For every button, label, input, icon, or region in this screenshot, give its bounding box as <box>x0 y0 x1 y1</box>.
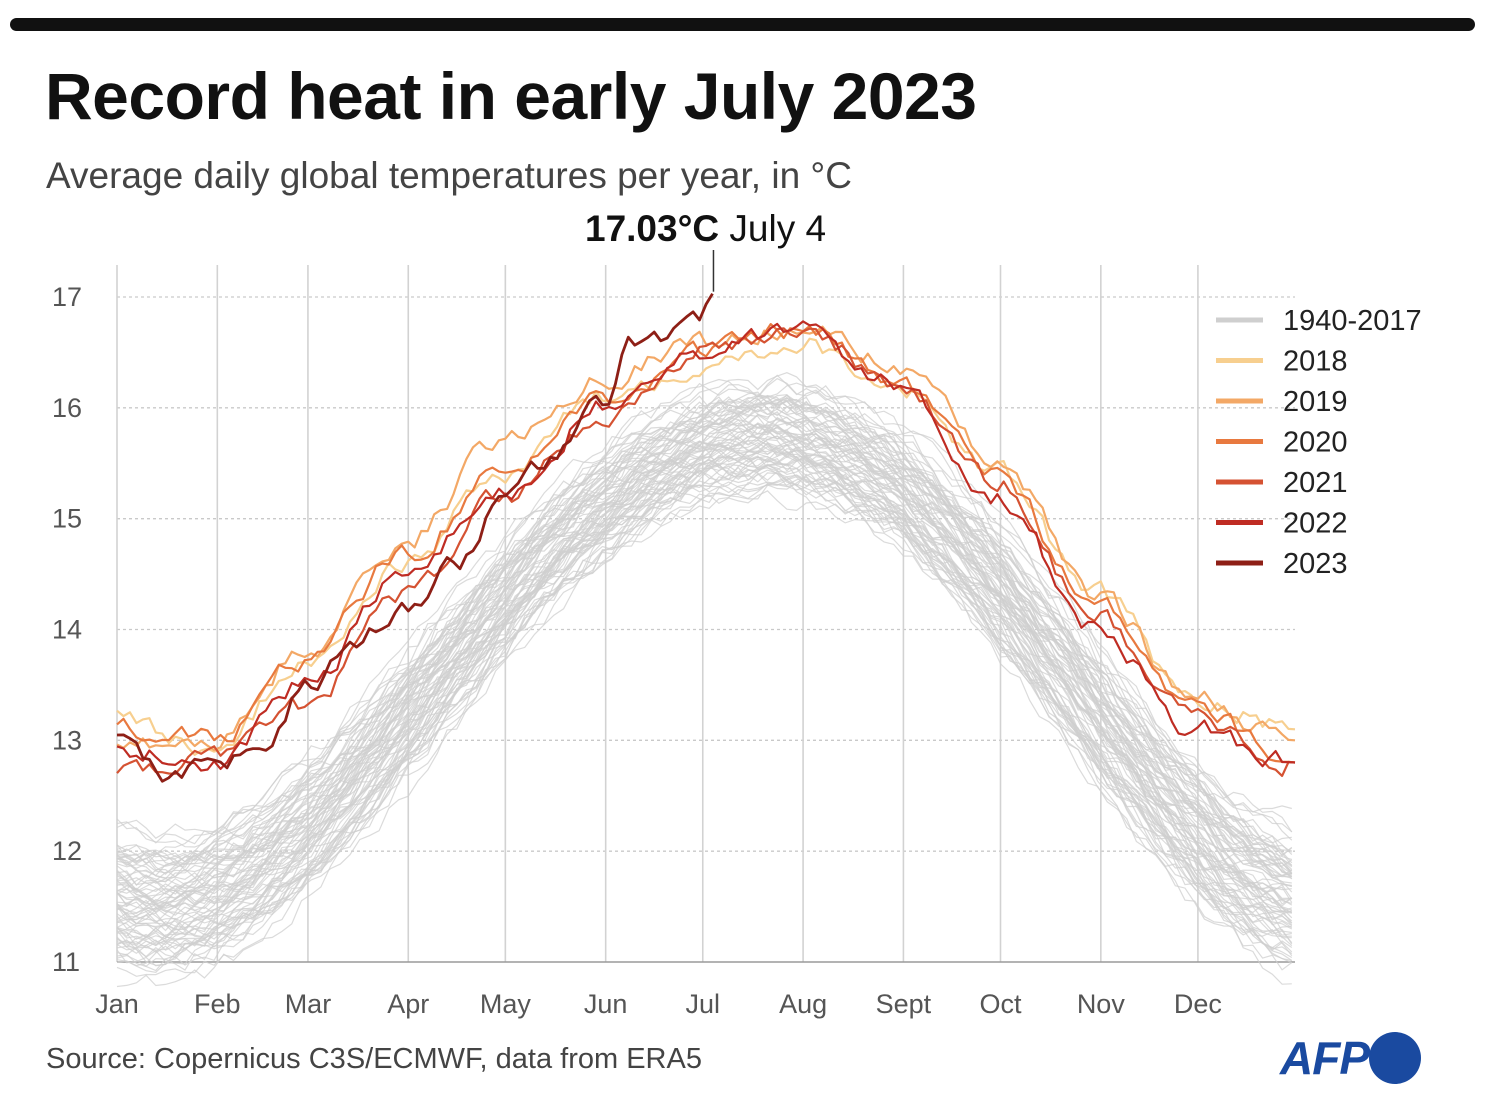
series-2021-line <box>116 327 1296 778</box>
legend-label-2021: 2021 <box>1283 467 1348 499</box>
y-tick-label: 17 <box>52 282 82 312</box>
peak-annotation-value: 17.03°C <box>585 208 720 249</box>
series-1940-2017-line <box>116 469 1293 973</box>
x-tick-label: Jan <box>95 989 139 1019</box>
series-1940-2017-line <box>116 399 1293 877</box>
legend-label-2020: 2020 <box>1283 427 1348 459</box>
x-tick-label: May <box>480 989 532 1019</box>
series-1940-2017-line <box>116 423 1293 909</box>
series-1940-2017-line <box>116 378 1293 841</box>
afp-logo-dot <box>1369 1032 1421 1084</box>
series-1940-2017-line <box>116 458 1292 950</box>
y-tick-label: 12 <box>52 836 82 866</box>
series-1940-2017-line <box>116 457 1292 958</box>
series-1940-2017-line <box>116 435 1293 916</box>
series-1940-2017-line <box>116 427 1292 913</box>
series-1940-2017-line <box>116 394 1293 867</box>
x-tick-label: Jun <box>584 989 628 1019</box>
x-tick-label: Jul <box>686 989 721 1019</box>
series-1940-2017-line <box>116 476 1293 955</box>
series-1940-2017-line <box>116 476 1293 967</box>
series-1940-2017-line <box>116 394 1292 874</box>
series-2022-line <box>116 320 1296 772</box>
series-1940-2017-line <box>116 435 1293 915</box>
peak-annotation: 17.03°C July 4 <box>585 208 826 250</box>
x-tick-label: Nov <box>1077 989 1126 1019</box>
series-1940-2017-line <box>116 463 1292 947</box>
afp-logo: AFP <box>1280 1030 1421 1086</box>
chart-subtitle: Average daily global temperatures per ye… <box>46 155 852 196</box>
top-divider-bar <box>10 18 1475 31</box>
legend-label-2022: 2022 <box>1283 508 1348 540</box>
series-1940-2017-line <box>116 490 1292 988</box>
series-1940-2017-line <box>116 447 1293 933</box>
x-tick-label: Dec <box>1174 989 1222 1019</box>
series-1940-2017-line <box>116 391 1292 868</box>
legend-label-2023: 2023 <box>1283 548 1348 580</box>
series-2018-line <box>116 337 1296 757</box>
series-2020-line <box>116 323 1296 764</box>
afp-logo-text: AFP <box>1280 1032 1370 1084</box>
series-1940-2017-line <box>116 452 1293 941</box>
peak-annotation-date: July 4 <box>729 208 827 249</box>
series-1940-2017-line <box>116 372 1293 845</box>
series-2019-line <box>116 325 1296 752</box>
legend: 1940-2017 2018 2019 2020 2021 2022 2023 <box>1216 305 1422 580</box>
series-1940-2017-line <box>116 455 1293 950</box>
x-tick-label: Feb <box>194 989 241 1019</box>
series-1940-2017-line <box>116 469 1293 967</box>
legend-label-2019: 2019 <box>1283 386 1348 418</box>
y-tick-label: 14 <box>52 615 82 645</box>
y-tick-label: 15 <box>52 504 82 534</box>
x-tick-label: Apr <box>387 989 429 1019</box>
series-1940-2017-line <box>116 418 1292 895</box>
y-tick-label: 11 <box>52 947 80 977</box>
series-1940-2017-group <box>116 372 1293 988</box>
series-2023-line <box>116 292 714 783</box>
series-1940-2017-line <box>116 398 1293 875</box>
x-tick-label: Sept <box>876 989 932 1019</box>
series-1940-2017-line <box>116 410 1293 883</box>
source-note: Source: Copernicus C3S/ECMWF, data from … <box>46 1043 702 1075</box>
series-1940-2017-line <box>116 423 1292 906</box>
x-tick-label: Mar <box>285 989 332 1019</box>
series-1940-2017-line <box>116 399 1293 867</box>
y-tick-label: 16 <box>52 393 82 423</box>
series-1940-2017-line <box>116 479 1293 977</box>
x-tick-label: Aug <box>779 989 827 1019</box>
x-tick-label: Oct <box>979 989 1022 1019</box>
legend-label-1940-2017: 1940-2017 <box>1283 305 1422 337</box>
series-1940-2017-line <box>116 462 1292 951</box>
series-1940-2017-line <box>116 396 1292 862</box>
legend-label-2018: 2018 <box>1283 346 1348 378</box>
series-1940-2017-line <box>116 426 1292 933</box>
chart-title: Record heat in early July 2023 <box>45 59 977 133</box>
series-1940-2017-line <box>116 374 1292 848</box>
y-tick-label: 13 <box>52 725 82 755</box>
